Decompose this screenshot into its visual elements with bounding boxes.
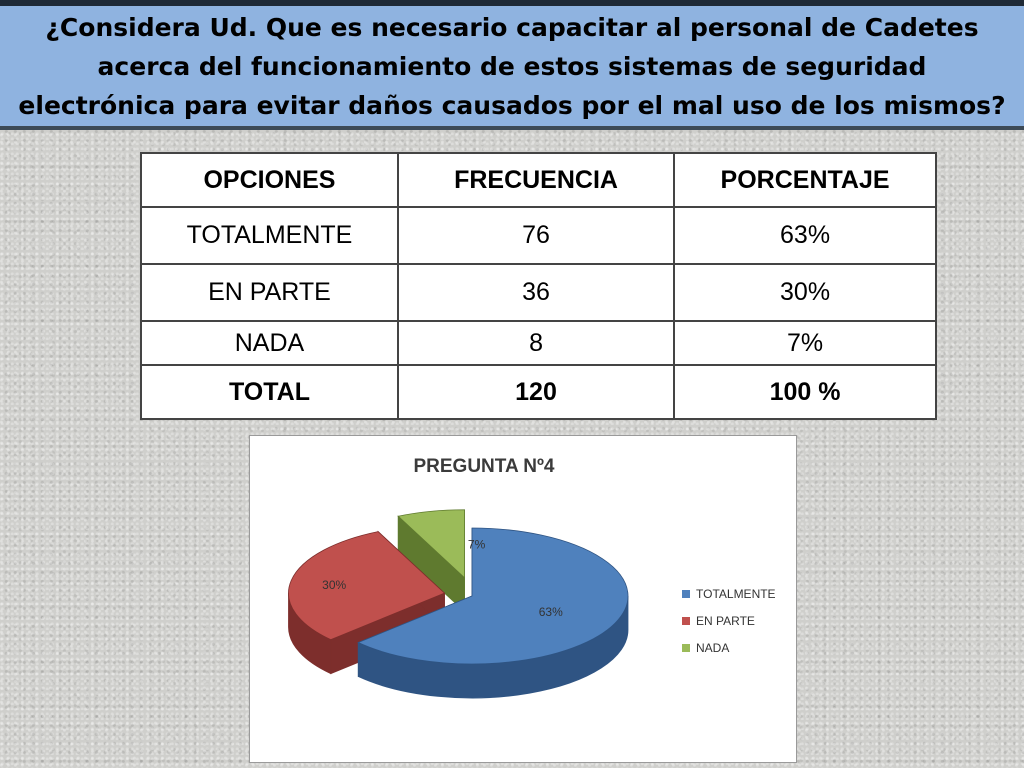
- table-row: NADA 8 7%: [140, 320, 937, 366]
- table-cell: 36: [396, 263, 676, 322]
- pie-data-labels: 63% 30% 7%: [322, 537, 563, 619]
- table-cell: 7%: [673, 320, 937, 366]
- legend-label: NADA: [696, 641, 729, 655]
- legend-label: EN PARTE: [696, 614, 755, 628]
- frequency-table: OPCIONES FRECUENCIA PORCENTAJE TOTALMENT…: [140, 152, 937, 420]
- data-label: 30%: [322, 578, 346, 592]
- top-border: [0, 0, 1024, 6]
- header-cell-opciones: OPCIONES: [140, 152, 399, 208]
- legend-swatch: [682, 617, 690, 625]
- table-cell: 8: [396, 320, 676, 366]
- total-label-cell: TOTAL: [140, 364, 399, 420]
- legend-label: TOTALMENTE: [696, 587, 776, 601]
- table-total-row: TOTAL 120 100 %: [140, 364, 937, 420]
- table-cell: TOTALMENTE: [140, 206, 399, 265]
- table-cell: NADA: [140, 320, 399, 366]
- table-cell: 30%: [673, 263, 937, 322]
- total-frequency-cell: 120: [396, 364, 676, 420]
- question-title: ¿Considera Ud. Que es necesario capacita…: [18, 12, 1006, 120]
- table-header-row: OPCIONES FRECUENCIA PORCENTAJE: [140, 152, 937, 208]
- total-percent-cell: 100 %: [673, 364, 937, 420]
- pie-slice-nada: [397, 509, 465, 613]
- table-row: TOTALMENTE 76 63%: [140, 206, 937, 265]
- pie-slice-totalmente: [357, 527, 629, 699]
- pie-slices: [288, 509, 629, 699]
- header-cell-porcentaje: PORCENTAJE: [673, 152, 937, 208]
- header-cell-frecuencia: FRECUENCIA: [396, 152, 676, 208]
- table-cell: 63%: [673, 206, 937, 265]
- pie-chart: PREGUNTA Nº4 63% 30% 7% TOTALMENTE EN PARTE…: [288, 456, 776, 699]
- legend-swatch: [682, 644, 690, 652]
- table-row: EN PARTE 36 30%: [140, 263, 937, 322]
- legend-swatch: [682, 590, 690, 598]
- chart-legend: TOTALMENTE EN PARTE NADA: [682, 587, 776, 655]
- title-banner: ¿Considera Ud. Que es necesario capacita…: [0, 6, 1024, 130]
- chart-title: PREGUNTA Nº4: [413, 456, 554, 477]
- data-label: 63%: [539, 605, 563, 619]
- data-label: 7%: [468, 537, 486, 551]
- table-cell: 76: [396, 206, 676, 265]
- pie-chart-panel: PREGUNTA Nº4 63% 30% 7% TOTALMENTE EN PARTE…: [249, 435, 797, 763]
- table-cell: EN PARTE: [140, 263, 399, 322]
